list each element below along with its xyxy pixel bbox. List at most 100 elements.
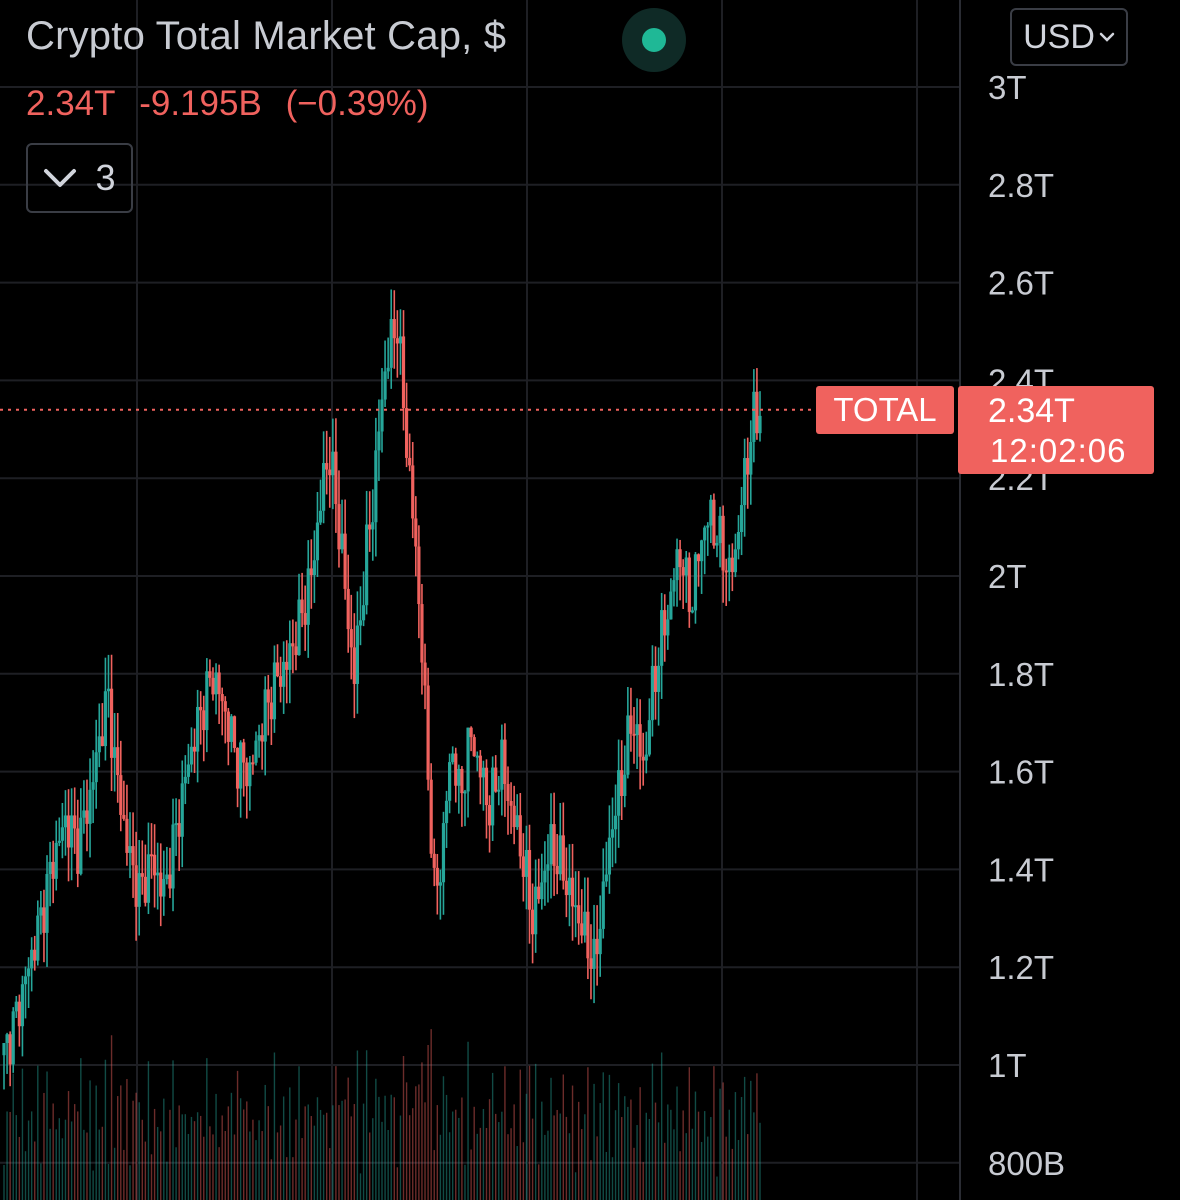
- candle-body: [165, 874, 169, 880]
- last-price-value: 2.34T: [988, 392, 1075, 430]
- candle-body: [183, 776, 187, 784]
- candle-body: [278, 676, 283, 687]
- candle-body: [328, 469, 332, 476]
- candle-body: [401, 336, 406, 409]
- candle-body: [475, 755, 479, 758]
- candle-body: [2, 1042, 6, 1056]
- candle-body: [239, 742, 243, 789]
- market-status[interactable]: [622, 8, 686, 72]
- candle-body: [494, 767, 498, 792]
- candle-body: [45, 873, 49, 933]
- candle-body: [177, 823, 181, 837]
- candle-body: [263, 689, 267, 742]
- price-axis-label: 1T: [988, 1047, 1027, 1084]
- candle-body: [143, 876, 147, 903]
- candle-body: [48, 861, 52, 874]
- candle-body: [116, 747, 120, 776]
- candle-body: [386, 367, 390, 372]
- candle-body: [303, 613, 307, 625]
- candle-body: [272, 662, 277, 720]
- candle-body: [626, 715, 630, 775]
- candle-body: [690, 610, 694, 613]
- currency-select[interactable]: USD: [1010, 8, 1128, 66]
- candle-body: [604, 874, 608, 882]
- candle-body: [17, 1001, 21, 1027]
- indicators-toggle-button[interactable]: 3: [26, 143, 133, 213]
- candle-body: [583, 911, 587, 936]
- candle-body: [57, 840, 61, 843]
- candle-body: [383, 371, 387, 400]
- candle-body: [512, 805, 516, 828]
- candle-body: [629, 715, 633, 734]
- last-value: 2.34T: [26, 84, 116, 123]
- candle-body: [567, 877, 572, 896]
- candle-body: [555, 865, 559, 875]
- price-axis[interactable]: 3T2.8T2.6T2.4T2.2T2T1.8T1.6T1.4T1.2T1T80…: [988, 69, 1065, 1182]
- candle-body: [245, 762, 249, 787]
- candle-body: [275, 662, 280, 677]
- candle-body: [325, 463, 329, 470]
- candle-body: [709, 499, 713, 526]
- candle-body: [8, 1034, 12, 1065]
- candle-body: [248, 762, 252, 787]
- candle-body: [721, 515, 725, 571]
- candle-body: [417, 546, 421, 605]
- candle-body: [589, 958, 593, 969]
- candle-body: [451, 753, 455, 763]
- candle-body: [598, 928, 602, 955]
- candle-body: [202, 710, 206, 731]
- candle-body: [530, 909, 535, 935]
- candle-body: [26, 968, 31, 977]
- candle-body: [288, 643, 292, 670]
- candle-body: [134, 865, 138, 907]
- candle-body: [343, 533, 347, 589]
- candle-body: [411, 465, 415, 519]
- candle-body: [269, 702, 273, 720]
- price-axis-label: 3T: [988, 69, 1027, 106]
- candle-body: [171, 824, 175, 889]
- candle-body: [88, 789, 92, 824]
- candle-body: [700, 540, 704, 562]
- candle-body: [592, 938, 596, 969]
- candle-body: [128, 846, 132, 853]
- candle-body: [365, 524, 369, 606]
- candle-body: [730, 557, 734, 573]
- candle-body: [706, 525, 710, 528]
- candle-body: [561, 835, 565, 881]
- candle-body: [724, 570, 728, 573]
- candle-body: [39, 907, 43, 916]
- candle-body: [469, 727, 473, 738]
- candle-body: [521, 856, 525, 877]
- candle-body: [334, 451, 338, 505]
- candle-body: [100, 736, 104, 747]
- candle-body: [672, 580, 676, 592]
- candle-body: [549, 824, 553, 865]
- candle-body: [524, 849, 529, 877]
- candle-body: [214, 672, 218, 695]
- candle-body: [574, 905, 578, 908]
- candle-body: [109, 688, 114, 758]
- candle-body: [380, 399, 384, 432]
- candle-body: [518, 815, 522, 857]
- candle-body: [607, 837, 612, 875]
- candle-body: [546, 864, 550, 871]
- candle-body: [5, 1034, 9, 1043]
- status-dot-icon: [642, 28, 666, 52]
- candle-body: [601, 881, 605, 929]
- candle-body: [63, 815, 68, 828]
- candle-body: [733, 549, 738, 573]
- candle-body: [647, 720, 651, 755]
- candle-body: [315, 522, 320, 561]
- candle-body: [638, 724, 642, 757]
- candle-body: [617, 770, 621, 816]
- candle-body: [232, 716, 237, 748]
- candle-body: [660, 610, 664, 666]
- candle-body: [174, 823, 178, 826]
- candle-body: [14, 1001, 18, 1012]
- candle-body: [186, 764, 190, 777]
- chart-title: Crypto Total Market Cap, $: [26, 14, 507, 58]
- candle-body: [620, 770, 624, 797]
- candle-body: [251, 762, 255, 765]
- candle-body: [85, 810, 89, 824]
